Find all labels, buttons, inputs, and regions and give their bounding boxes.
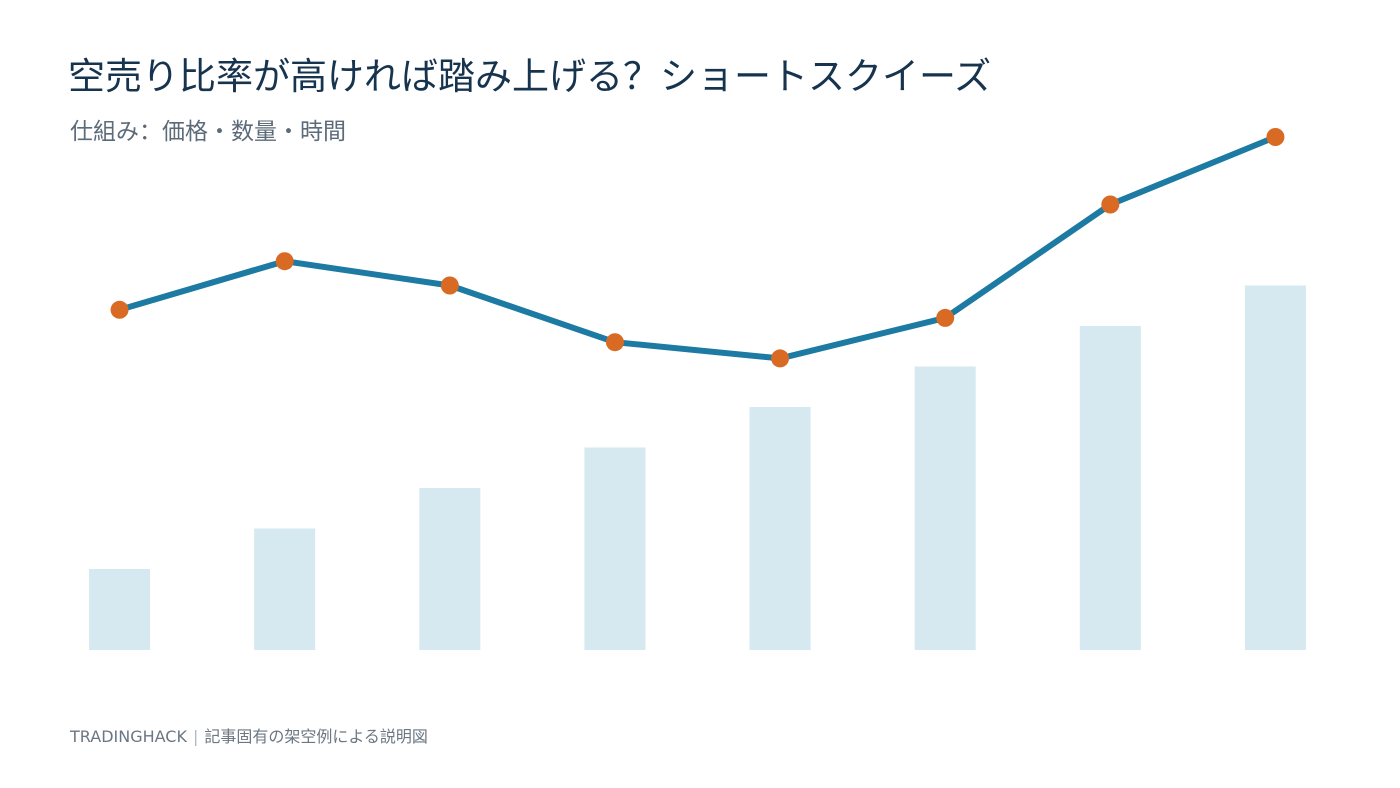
footer-brand: TRADINGHACK: [70, 727, 187, 746]
bar-8: [1244, 285, 1306, 650]
chart-title: 空売り比率が高ければ踏み上げる？ショートスクイーズ: [68, 55, 992, 98]
bar-5: [749, 407, 811, 650]
bar-series: [89, 285, 1306, 650]
bar-7: [1079, 326, 1141, 650]
line-point-2: [275, 252, 294, 271]
chart-subtitle: 仕組み：価格・数量・時間: [70, 119, 346, 145]
line-point-4: [605, 333, 624, 352]
line-point-3: [440, 276, 459, 295]
bar-3: [419, 488, 481, 650]
footer-separator: |: [192, 727, 199, 746]
bar-4: [584, 447, 646, 650]
footer: TRADINGHACK | 記事固有の架空例による説明図: [70, 723, 428, 747]
line-point-1: [110, 300, 129, 319]
bar-2: [254, 528, 316, 650]
line-point-8: [1266, 128, 1285, 146]
line-point-7: [1101, 195, 1120, 214]
line-markers: [110, 128, 1285, 368]
line-series: [116, 134, 1279, 362]
bar-6: [914, 366, 976, 650]
bar-1: [89, 569, 151, 650]
line-path: [116, 134, 1279, 362]
line-point-5: [771, 349, 790, 368]
line-point-6: [936, 308, 955, 327]
footer-note: 記事固有の架空例による説明図: [204, 727, 428, 746]
